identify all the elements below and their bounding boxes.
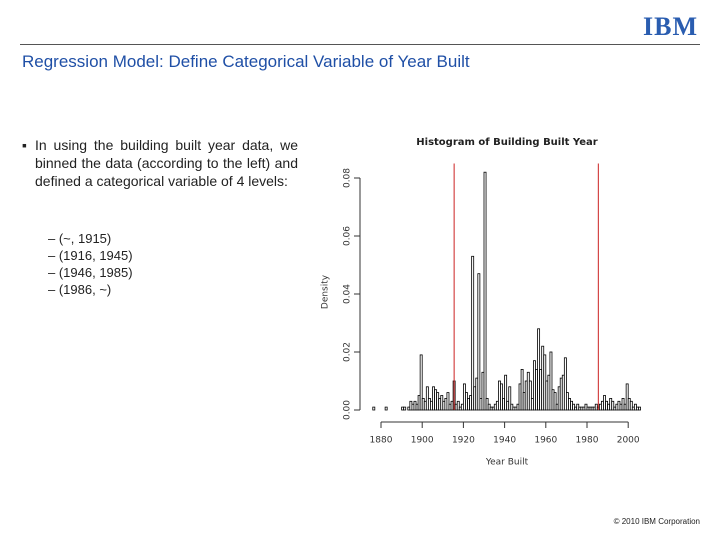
bar: [520, 368, 524, 411]
bar: [419, 354, 423, 411]
header-rule: [20, 44, 700, 45]
sub-bullet: – (1946, 1985): [48, 264, 133, 281]
bar: [528, 380, 532, 411]
bar: [477, 273, 481, 411]
bar: [456, 400, 460, 411]
x-axis-label: Year Built: [485, 458, 529, 468]
y-axis-label: Density: [321, 274, 331, 309]
bar: [508, 386, 512, 411]
bar: [446, 392, 450, 411]
y-tick-label: 0.06: [343, 226, 353, 246]
y-tick-label: 0.04: [343, 284, 353, 304]
bar: [504, 374, 508, 411]
bullet: ▪ In using the building built year data,…: [22, 136, 298, 190]
y-tick-label: 0.00: [343, 400, 353, 420]
bar: [625, 383, 629, 411]
bar: [553, 392, 557, 411]
sub-bullet: – (~, 1915): [48, 230, 133, 247]
slide-title: Regression Model: Define Categorical Var…: [22, 52, 470, 71]
bullet-marker: ▪: [22, 137, 27, 153]
bar: [500, 383, 503, 411]
chart-title: Histogram of Building Built Year: [416, 137, 597, 148]
bar: [372, 406, 376, 411]
footer: © 2010 IBM Corporation: [613, 517, 700, 526]
sub-bullet-text: (~, 1915): [58, 231, 112, 246]
y-tick-label: 0.08: [343, 168, 353, 188]
sub-bullet-marker: –: [48, 231, 59, 246]
x-tick-label: 1960: [534, 436, 557, 446]
sub-bullet-text: (1986, ~): [58, 282, 112, 297]
sub-bullet-text: (1946, 1985): [58, 265, 133, 280]
sub-bullet: – (1916, 1945): [48, 247, 133, 264]
bar: [638, 406, 641, 411]
bar: [563, 357, 567, 411]
sub-bullet-text: (1916, 1945): [58, 248, 133, 263]
logo: IBM: [643, 12, 698, 41]
sub-bullet-marker: –: [48, 282, 59, 297]
x-tick-label: 2000: [617, 436, 640, 446]
x-tick-label: 1980: [576, 436, 599, 446]
sub-bullet: – (1986, ~): [48, 281, 133, 298]
x-tick-label: 1880: [370, 436, 393, 446]
sub-bullet-marker: –: [48, 265, 59, 280]
x-tick-label: 1940: [493, 436, 516, 446]
bar: [471, 255, 475, 411]
bar: [483, 171, 487, 411]
y-tick-label: 0.02: [343, 342, 353, 362]
bar: [384, 406, 388, 411]
sub-bullets: – (~, 1915) – (1916, 1945) – (1946, 1985) –…: [48, 230, 133, 298]
sub-bullet-marker: –: [48, 248, 59, 263]
bar: [549, 351, 553, 411]
bar: [611, 400, 615, 411]
bullet-text: In using the building built year data, w…: [35, 137, 298, 189]
x-tick-label: 1900: [411, 436, 434, 446]
x-tick-label: 1920: [452, 436, 475, 446]
bar: [403, 406, 407, 411]
bar: [629, 400, 633, 411]
